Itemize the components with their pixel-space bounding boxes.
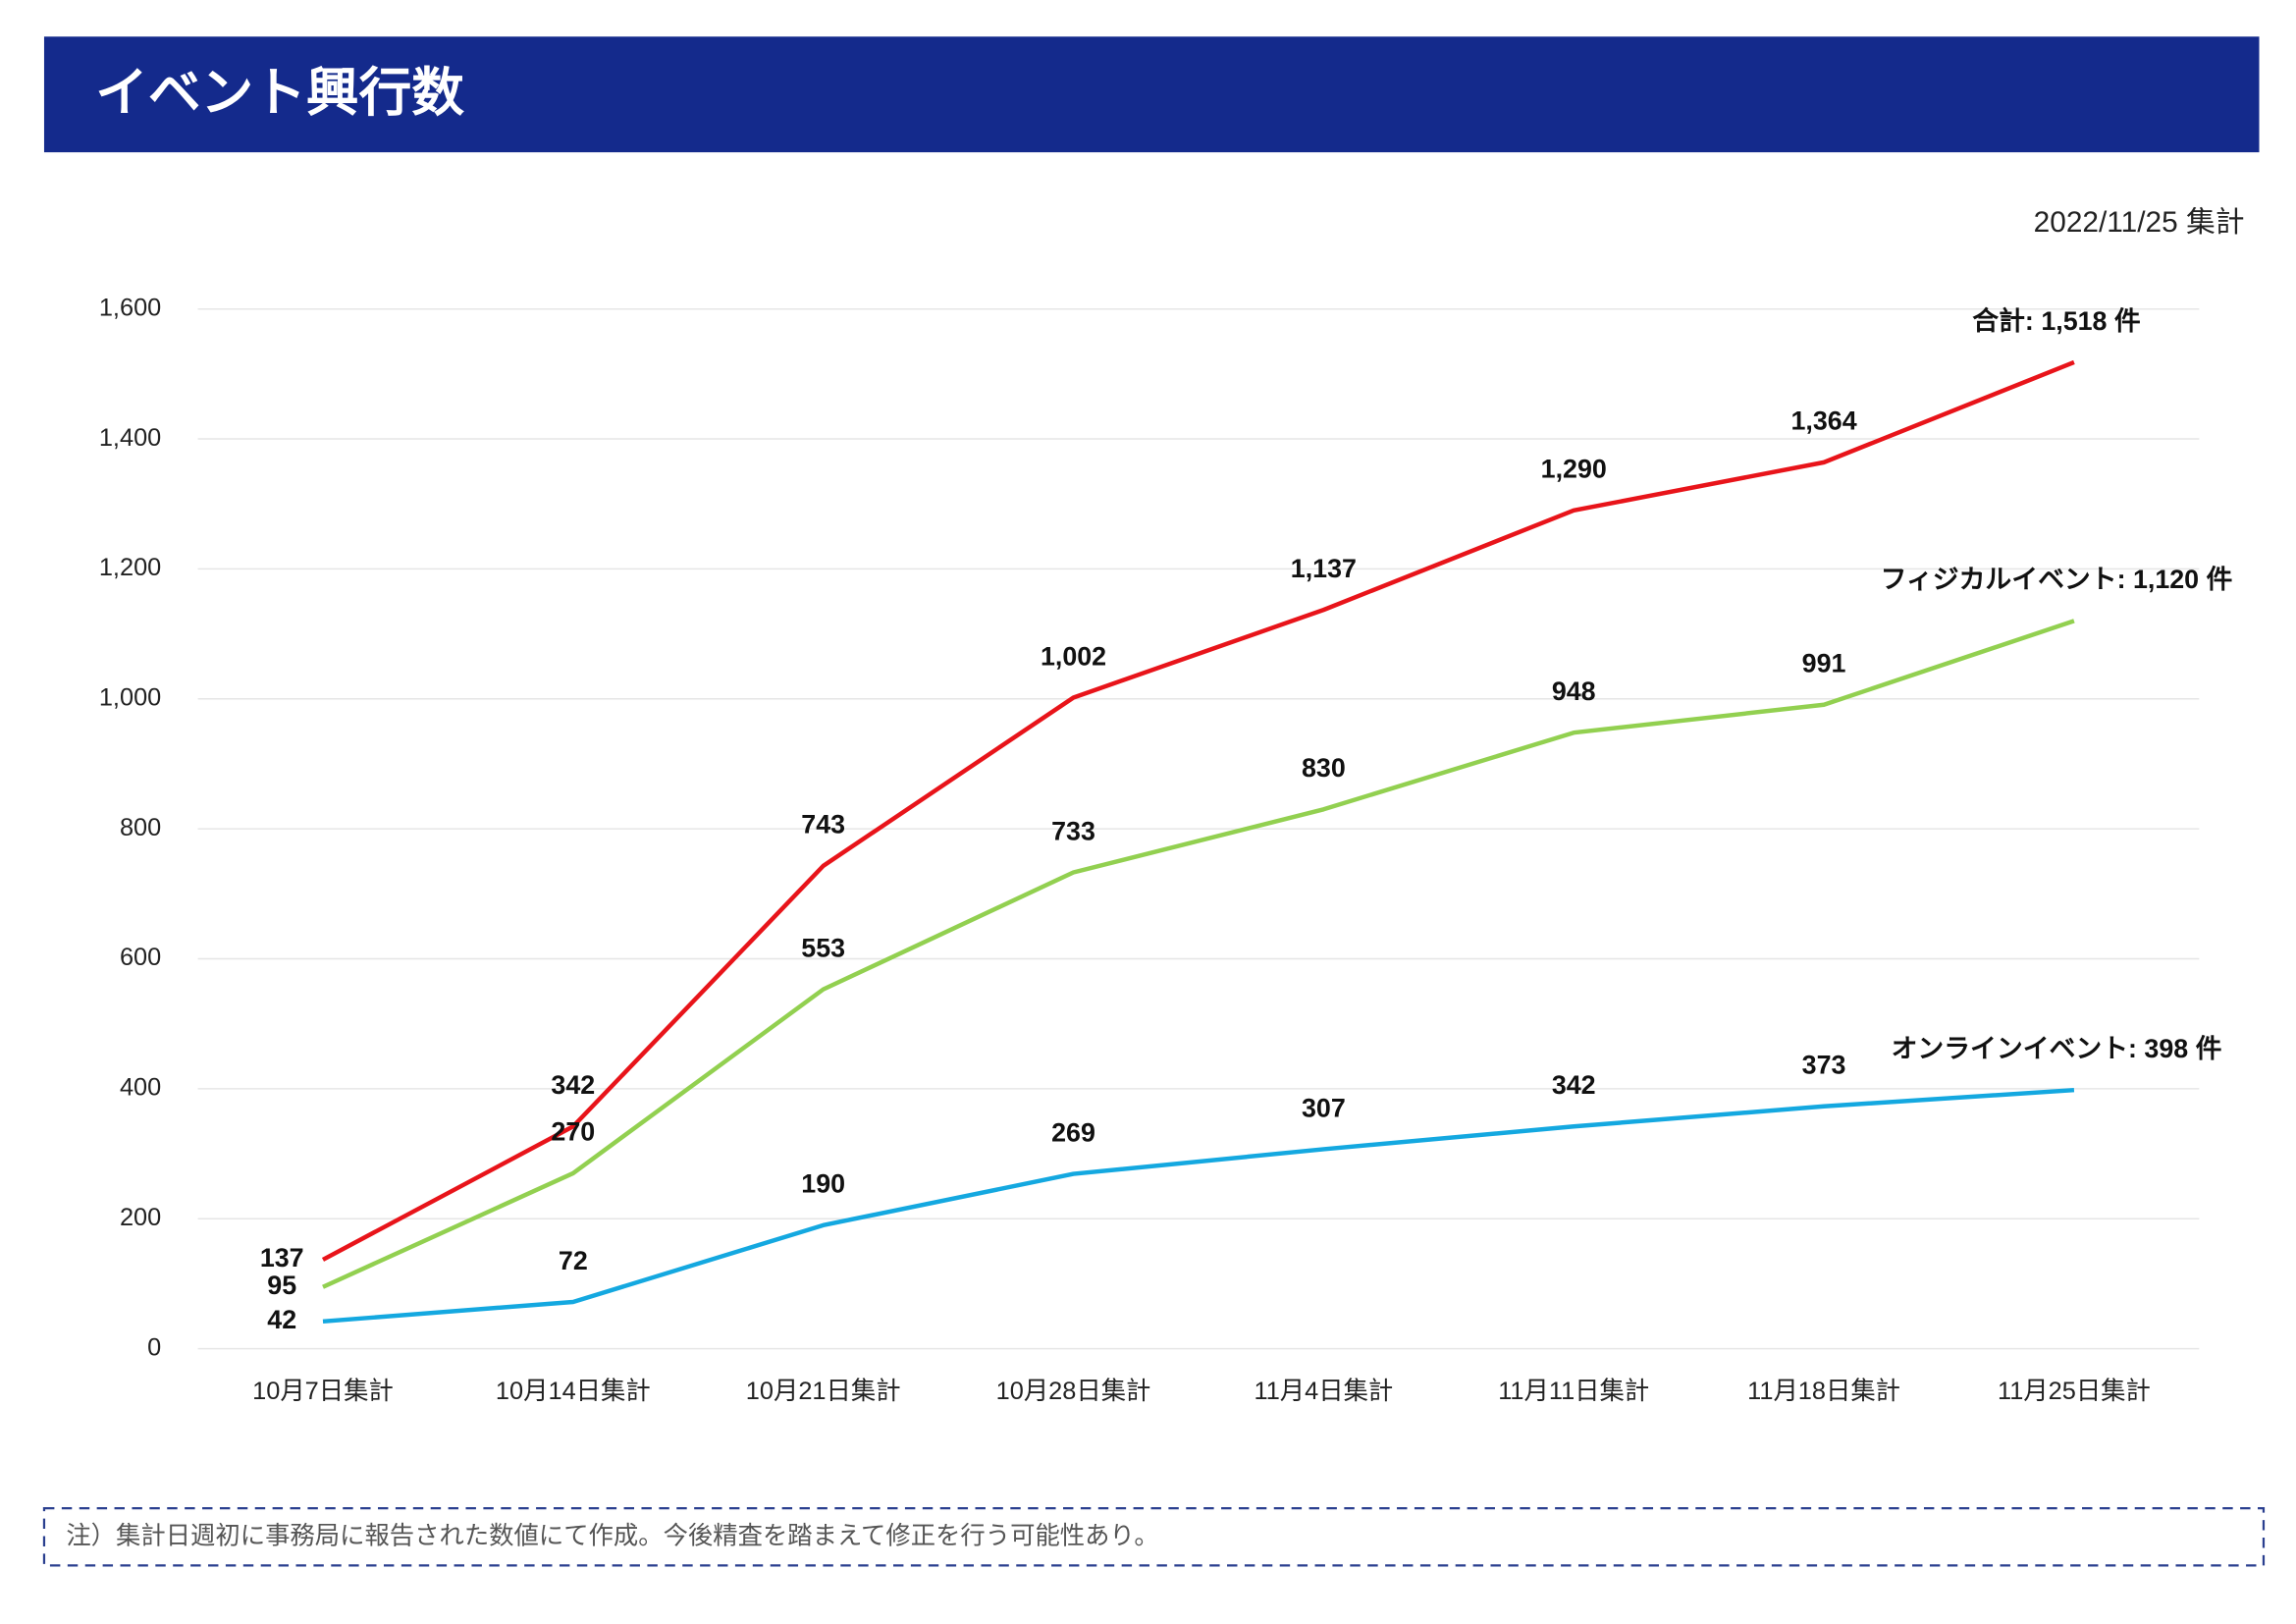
data-label: 373 <box>1802 1051 1846 1080</box>
data-label: 190 <box>801 1169 845 1199</box>
data-label: 72 <box>559 1246 588 1275</box>
data-label: 137 <box>260 1243 304 1272</box>
series-line <box>322 619 2075 1289</box>
data-label: 1,002 <box>1041 641 1106 671</box>
data-label: 95 <box>267 1271 296 1300</box>
end-label: 合計: 1,518 件 <box>1972 305 2141 336</box>
y-tick-label: 800 <box>120 814 161 841</box>
data-label: 743 <box>801 810 845 839</box>
x-tick-label: 10月7日集計 <box>252 1378 394 1405</box>
y-tick-label: 600 <box>120 944 161 971</box>
data-label: 342 <box>551 1070 595 1100</box>
data-label: 307 <box>1302 1093 1346 1122</box>
y-tick-label: 0 <box>147 1333 161 1361</box>
x-tick-label: 11月11日集計 <box>1498 1378 1649 1405</box>
end-label: オンラインイベント: 398 件 <box>1892 1034 2222 1063</box>
x-tick-label: 11月18日集計 <box>1747 1378 1900 1405</box>
data-label: 991 <box>1802 649 1846 678</box>
data-label: 1,137 <box>1291 554 1357 583</box>
y-tick-label: 400 <box>120 1074 161 1102</box>
y-tick-label: 1,400 <box>99 424 161 452</box>
subtitle: 2022/11/25 集計 <box>2034 206 2245 239</box>
data-label: 42 <box>267 1305 296 1334</box>
x-tick-label: 10月21日集計 <box>746 1378 901 1405</box>
y-tick-label: 1,000 <box>99 683 161 711</box>
header-bar <box>43 36 2260 153</box>
data-label: 733 <box>1051 816 1095 845</box>
y-tick-label: 1,600 <box>99 294 161 321</box>
x-tick-label: 11月25日集計 <box>1998 1378 2151 1405</box>
note-box <box>42 1507 2266 1567</box>
x-tick-label: 11月4日集計 <box>1254 1378 1393 1405</box>
data-label: 948 <box>1552 677 1596 706</box>
x-tick-label: 10月14日集計 <box>496 1378 651 1405</box>
data-label: 342 <box>1552 1070 1596 1100</box>
y-tick-label: 1,200 <box>99 554 161 581</box>
data-label: 1,290 <box>1541 455 1607 484</box>
x-tick-label: 10月28日集計 <box>996 1378 1151 1405</box>
data-label: 1,364 <box>1791 406 1857 436</box>
data-label: 830 <box>1302 753 1346 783</box>
series-line <box>321 359 2075 1262</box>
data-label: 270 <box>551 1117 595 1147</box>
data-label: 269 <box>1051 1117 1095 1147</box>
end-label: フィジカルイベント: 1,120 件 <box>1881 565 2233 594</box>
data-label: 553 <box>801 933 845 962</box>
note: 注）集計日週初に事務局に報告された数値にて作成。今後精査を踏まえて修正を行う可能… <box>66 1523 1158 1550</box>
chart-title: イベント興行数 <box>95 64 464 123</box>
y-tick-label: 200 <box>120 1204 161 1231</box>
series-line <box>322 1087 2075 1325</box>
